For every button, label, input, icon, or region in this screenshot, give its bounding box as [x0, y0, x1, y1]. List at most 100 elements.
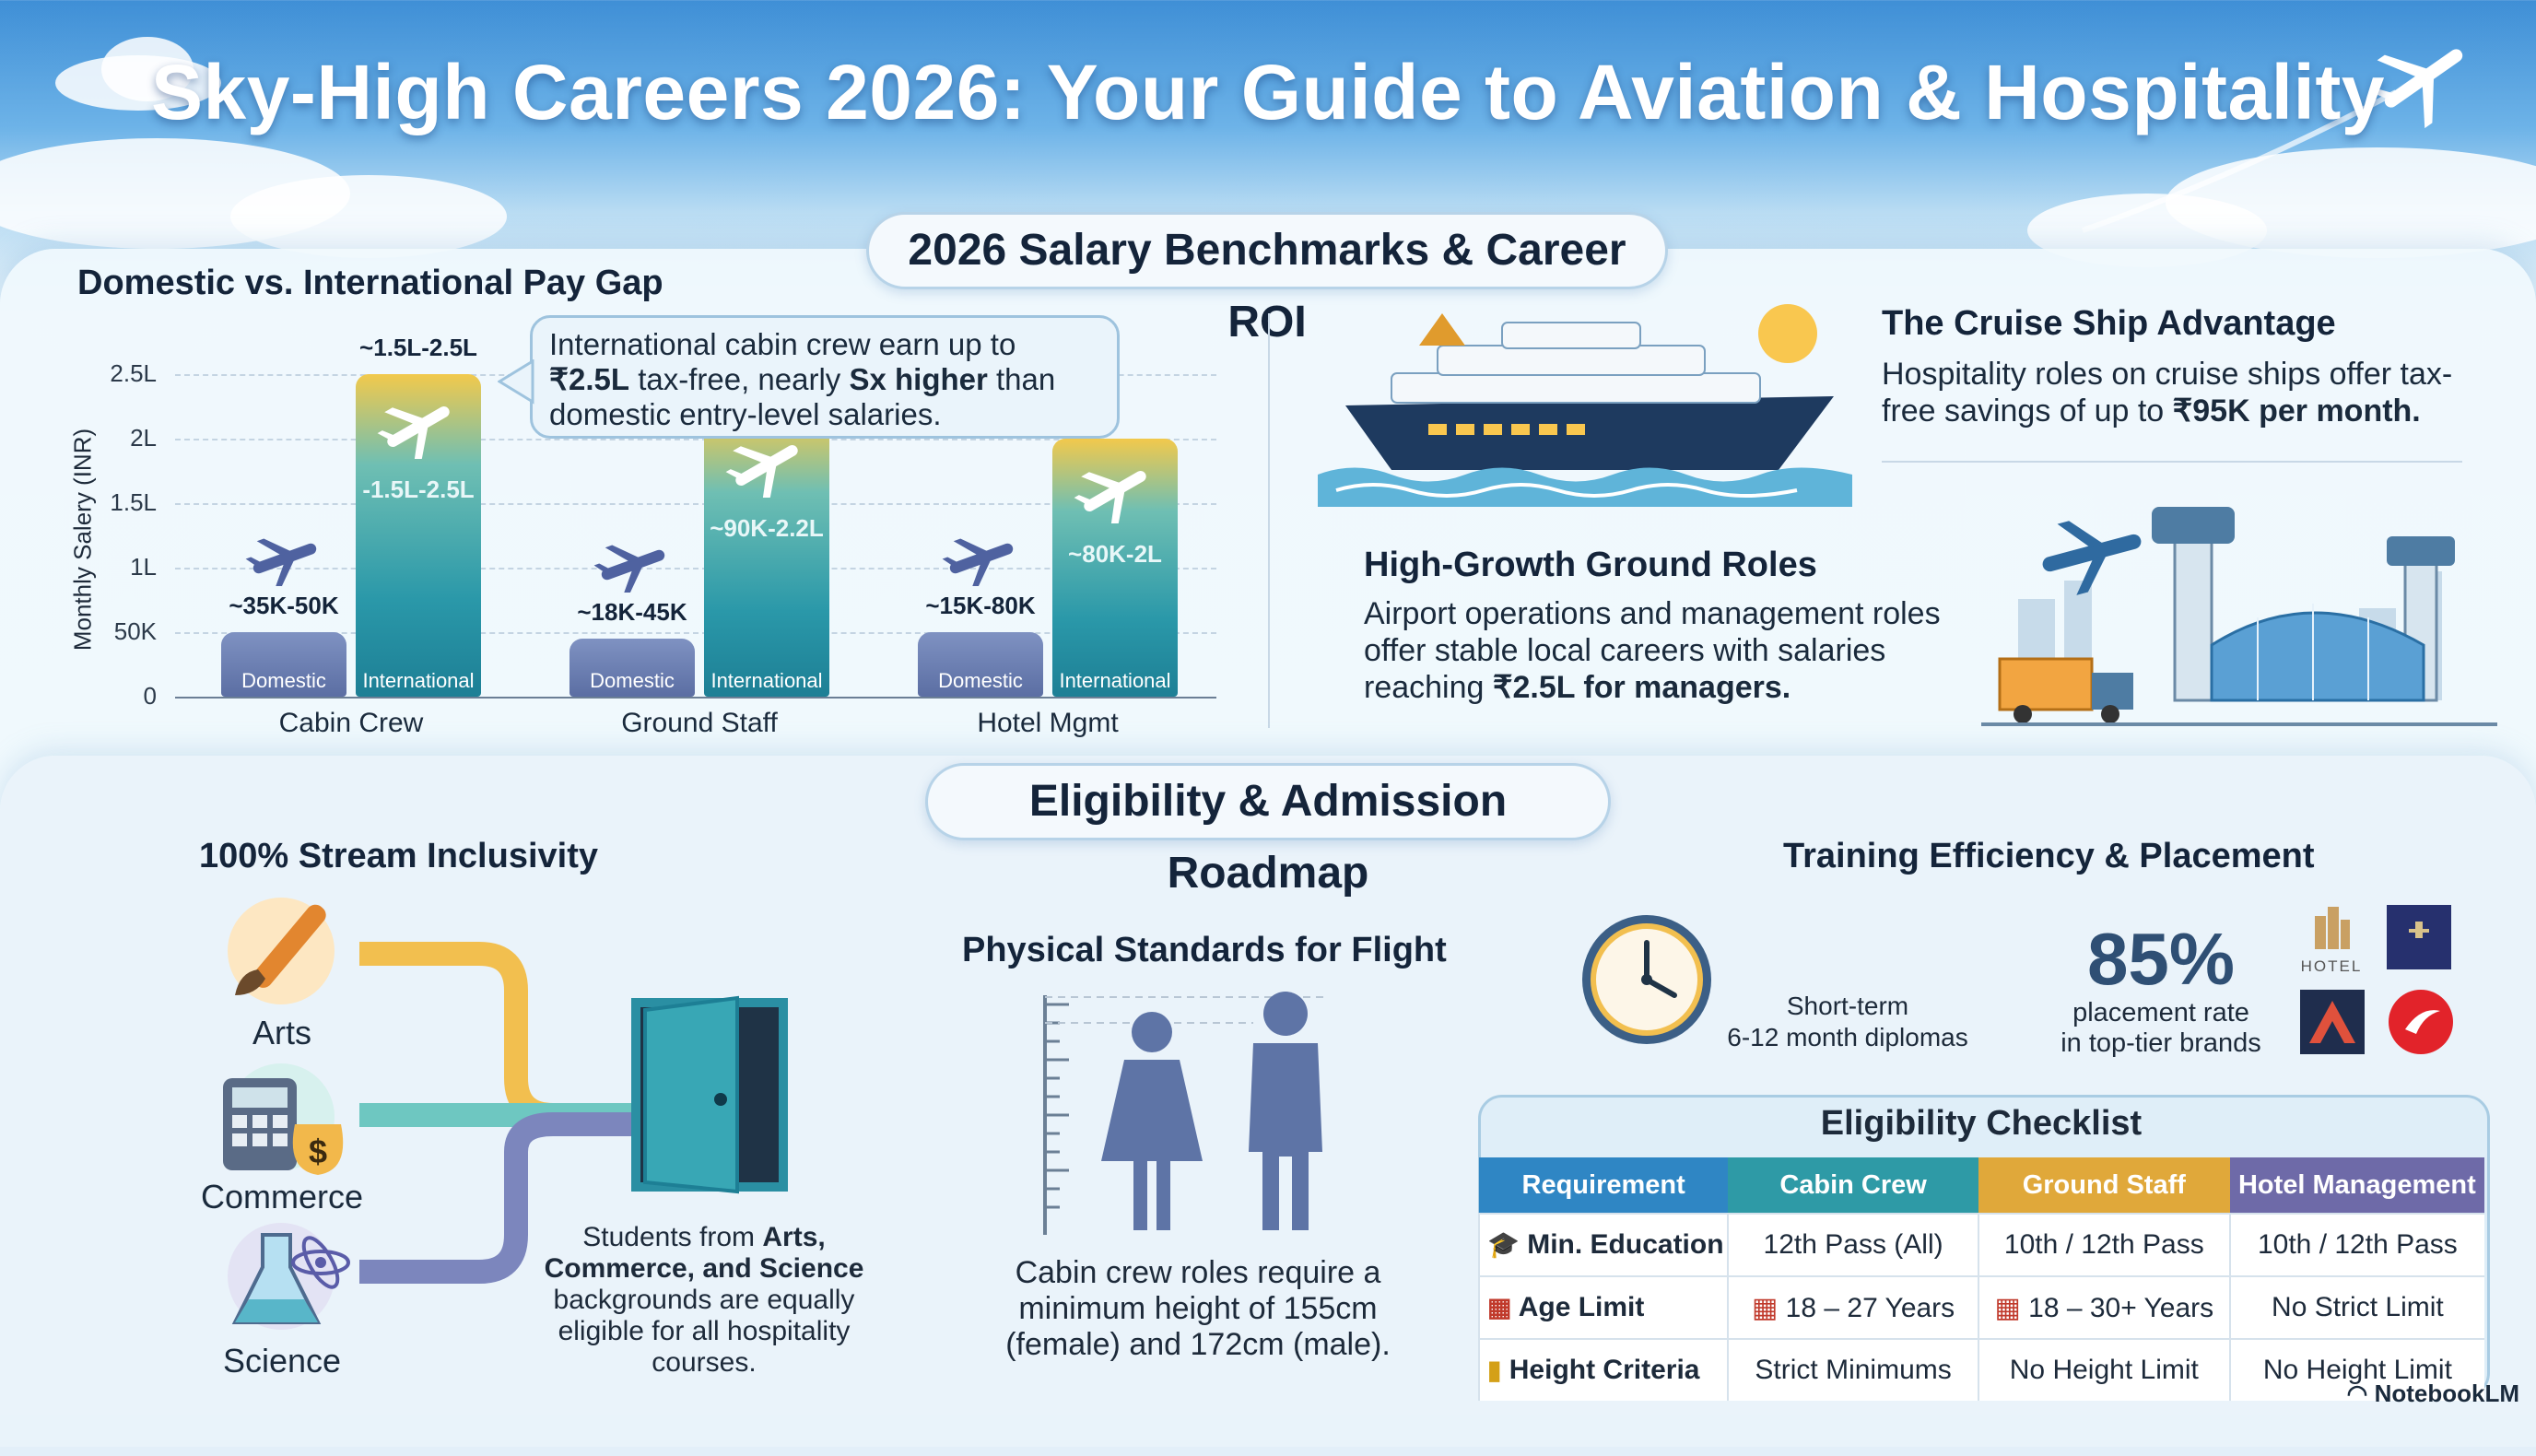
table-cell: 10th / 12th Pass [2228, 1213, 2484, 1276]
stream-title: 100% Stream Inclusivity [199, 837, 598, 875]
airplane-icon [942, 538, 1014, 586]
header-hotel-management: Hotel Management [2229, 1157, 2484, 1214]
table-cell: 12th Pass (All) [1727, 1213, 1978, 1276]
gridline [175, 568, 1216, 569]
physical-title: Physical Standards for Flight [962, 931, 1447, 969]
notebooklm-logo: ◠ NotebookLM [2346, 1380, 2519, 1407]
cruise-text: Hospitality roles on cruise ships offer … [1882, 357, 2453, 429]
y-tick-label: 0 [143, 682, 157, 710]
table-cell: ▦ 18 – 27 Years [1727, 1275, 1978, 1339]
bar-series-label: Domestic [241, 669, 326, 692]
row-label: 🎓 Min. Education [1477, 1213, 1729, 1276]
science-flask-icon [228, 1223, 350, 1330]
x-category-label: Hotel Mgmt [977, 708, 1119, 738]
ruler-icon: ▮ [1487, 1356, 1502, 1384]
calculator-icon: $ [223, 1063, 344, 1175]
placement-text: placement rate in top-tier brands [2060, 998, 2261, 1058]
airport-icon [1981, 507, 2497, 726]
door-icon [631, 995, 788, 1194]
callout-international: International cabin crew earn up to ₹2.5… [530, 315, 1120, 439]
placement-percentage: 85% [2086, 918, 2236, 1000]
cruise-ship-icon [1318, 304, 1852, 507]
hotel-logo-icon: HOTEL [2296, 901, 2366, 975]
data-label-domestic: ~35K-50K [229, 592, 339, 619]
bar-series-label: Domestic [938, 669, 1023, 692]
bar-range-label: ~90K-2.2L [710, 514, 824, 542]
bar-international: International -1.5L-2.5L [356, 374, 481, 697]
stream-commerce: Commerce [200, 1178, 364, 1215]
page-title: Sky-High Careers 2026: Your Guide to Avi… [150, 49, 2386, 135]
stream-text: Students from Arts, Commerce, and Scienc… [544, 1222, 864, 1378]
paintbrush-icon [228, 898, 335, 1004]
header-ground-staff: Ground Staff [1978, 1157, 2230, 1214]
table-cell: Strict Minimums [1727, 1338, 1978, 1401]
table-cell: ▦ 18 – 30+ Years [1977, 1275, 2230, 1339]
table-row: ▮ Height Criteria Strict Minimums No Hei… [1477, 1338, 2484, 1401]
stream-arts: Arts [252, 1014, 311, 1051]
stream-science: Science [222, 1342, 342, 1380]
clock-icon [1582, 915, 1711, 1044]
height-figures-icon [1043, 992, 1327, 1235]
airplane-icon [593, 545, 665, 593]
table-cell: No Height Limit [1977, 1338, 2230, 1401]
svg-text:$: $ [309, 1133, 327, 1170]
bar-range-label: ~80K-2L [1068, 540, 1162, 568]
y-tick-label: 1.5L [110, 488, 157, 516]
bar-series-label: International [362, 669, 475, 692]
y-tick-label: 50K [113, 617, 157, 645]
data-label-domestic: ~15K-80K [925, 592, 1036, 619]
gridline [175, 439, 1216, 440]
y-tick-label: 1L [130, 553, 157, 581]
bar-series-label: International [1059, 669, 1171, 692]
airplane-icon [2082, 49, 2463, 233]
callout-pointer [498, 359, 534, 405]
cloud [101, 37, 194, 101]
bar-range-label: -1.5L-2.5L [362, 476, 475, 503]
airplane-icon [245, 538, 317, 586]
airline-logo-icon [2300, 990, 2365, 1054]
airline-logo-icon [2389, 990, 2453, 1054]
bar-domestic: Domestic [569, 639, 695, 697]
bar-series-label: International [710, 669, 823, 692]
checklist-table: Requirement Cabin Crew Ground Staff Hote… [1477, 1157, 2484, 1401]
row-label: ▮ Height Criteria [1477, 1338, 1729, 1401]
bar-domestic: Domestic [221, 632, 346, 697]
stream-paths [359, 942, 654, 1284]
roadmap-section-pill: Eligibility & Admission Roadmap [925, 763, 1611, 898]
graduation-cap-icon: 🎓 [1487, 1230, 1520, 1259]
checklist-title: Eligibility Checklist [1820, 1104, 2143, 1143]
bar-international: International ~80K-2L [1052, 439, 1178, 697]
calendar-icon: ▦ [1487, 1293, 1512, 1321]
divider [1268, 313, 1270, 728]
physical-text: Cabin crew roles require a minimum heigh… [1005, 1255, 1391, 1362]
x-axis-line [175, 697, 1216, 699]
table-cell: No Strict Limit [2228, 1275, 2484, 1339]
data-label-domestic: ~18K-45K [577, 598, 687, 626]
bar-series-label: Domestic [590, 669, 675, 692]
header-requirement: Requirement [1479, 1157, 1729, 1214]
x-category-label: Cabin Crew [278, 708, 424, 738]
gridline [175, 632, 1216, 634]
data-label-international: ~1.5L-2.5L [359, 334, 477, 361]
bar-chart: 2.5L 2L 1.5L 1L 50K 0 Domestic ~35K-50K Internat… [0, 0, 1290, 756]
ground-text: Airport operations and management roles … [1364, 596, 1941, 705]
cloud [230, 175, 507, 258]
y-tick-label: 2L [130, 424, 157, 452]
salary-section-pill: 2026 Salary Benchmarks & Career ROI [866, 212, 1668, 346]
notebooklm-icon: ◠ [2346, 1380, 2368, 1407]
calendar-icon: ▦ [1994, 1292, 2021, 1323]
airplane-icon [1074, 471, 1146, 523]
airplane-icon [725, 445, 798, 498]
brand-logo-icon [2387, 905, 2451, 969]
chart-title: Domestic vs. International Pay Gap [77, 264, 663, 302]
divider [1882, 461, 2462, 463]
y-tick-label: 2.5L [110, 359, 157, 387]
cruise-title: The Cruise Ship Advantage [1882, 304, 2336, 343]
table-row: ▦ Age Limit ▦ 18 – 27 Years ▦ 18 – 30+ Y… [1477, 1275, 2484, 1339]
table-cell: 10th / 12th Pass [1977, 1213, 2230, 1276]
row-label: ▦ Age Limit [1477, 1275, 1729, 1339]
airplane-icon [377, 406, 450, 459]
gridline [175, 503, 1216, 505]
x-category-label: Ground Staff [621, 708, 778, 738]
table-cell: No Height Limit [2228, 1338, 2484, 1401]
